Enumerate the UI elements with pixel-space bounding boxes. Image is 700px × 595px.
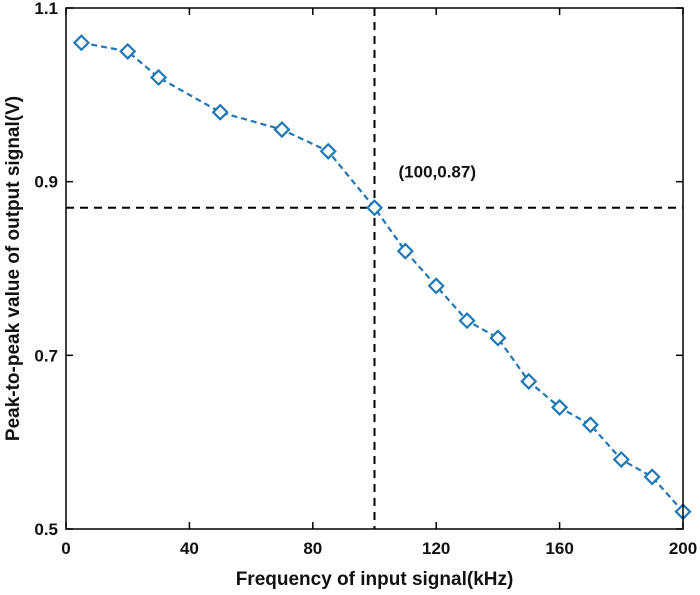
tick-labels: 0 40 80 120 160 200 0.5 0.7 0.9 1.1: [34, 0, 697, 558]
axes: [65, 7, 684, 530]
data-point: [458, 312, 476, 330]
data-point: [319, 142, 337, 160]
data-point: [489, 329, 507, 347]
series-line: [81, 41, 684, 513]
y-axis-title: Peak-to-peak value of output signal(V): [3, 96, 24, 441]
data-point: [119, 42, 137, 60]
data-point: [396, 242, 414, 260]
reference-lines: [66, 8, 683, 529]
data-point: [520, 372, 538, 390]
x-tick-label: 80: [303, 539, 322, 558]
data-point: [211, 103, 229, 121]
x-tick-label: 0: [61, 539, 70, 558]
x-tick-label: 160: [545, 539, 573, 558]
x-tick-label: 40: [180, 539, 199, 558]
x-tick-label: 200: [669, 539, 697, 558]
data-point: [581, 416, 600, 434]
data-point: [149, 68, 168, 87]
plot-frame: [65, 7, 684, 530]
data-point: [273, 121, 291, 139]
data-point: [643, 468, 661, 486]
series-layer: [72, 34, 692, 521]
data-point: [612, 450, 630, 469]
y-tick-label: 0.9: [34, 173, 58, 192]
x-tick-label: 120: [422, 539, 450, 558]
data-point: [72, 34, 90, 52]
y-tick-label: 0.5: [34, 520, 58, 539]
point-annotation: (100,0.87): [399, 163, 477, 182]
data-point: [427, 277, 445, 295]
data-point: [551, 398, 569, 416]
x-axis-title: Frequency of input signal(kHz): [236, 569, 514, 590]
y-tick-label: 1.1: [34, 0, 58, 18]
data-point: [365, 199, 384, 217]
y-tick-label: 0.7: [34, 346, 58, 365]
